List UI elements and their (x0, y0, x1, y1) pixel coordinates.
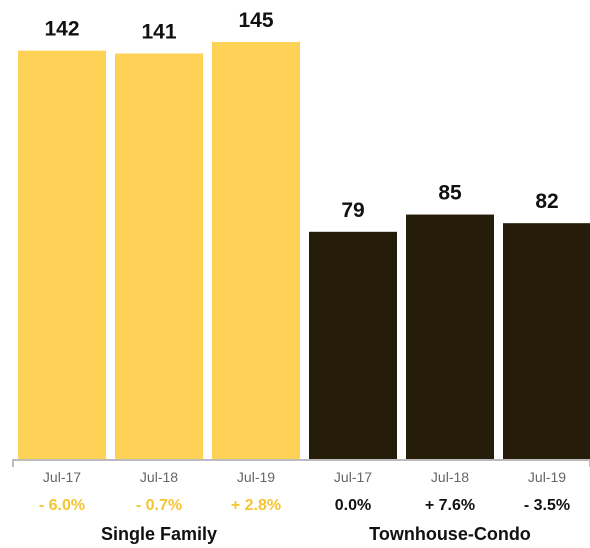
change-label: - 6.0% (39, 497, 85, 514)
value-label: 79 (341, 199, 364, 222)
tick-label: Jul-19 (528, 469, 566, 485)
tick-label: Jul-18 (431, 469, 469, 485)
value-label: 142 (44, 18, 79, 41)
value-label: 85 (438, 182, 462, 205)
tick-label: Jul-18 (140, 469, 178, 485)
tick-label: Jul-17 (43, 469, 81, 485)
bar-1-0 (309, 231, 397, 459)
change-label: + 7.6% (425, 497, 475, 514)
bar-0-1 (115, 53, 203, 459)
tick-label: Jul-17 (334, 469, 372, 485)
bar-0-2 (212, 42, 300, 459)
x-axis (12, 459, 590, 467)
change-label: 0.0% (335, 497, 371, 514)
group-label: Single Family (101, 524, 217, 544)
value-label: 145 (238, 9, 273, 32)
change-label: - 0.7% (136, 497, 182, 514)
labels-layer: 142 Jul-17 - 6.0% 141 Jul-18 - 0.7% 145 Jul-19 +… (39, 9, 570, 544)
bar-1-2 (503, 223, 590, 459)
tick-label: Jul-19 (237, 469, 275, 485)
bar-0-0 (18, 50, 106, 459)
group-label: Townhouse-Condo (369, 524, 531, 544)
change-label: + 2.8% (231, 497, 281, 514)
bars-layer (18, 42, 590, 459)
change-label: - 3.5% (524, 497, 570, 514)
bar-1-1 (406, 214, 494, 459)
value-label: 82 (535, 190, 558, 213)
value-label: 141 (141, 21, 176, 44)
